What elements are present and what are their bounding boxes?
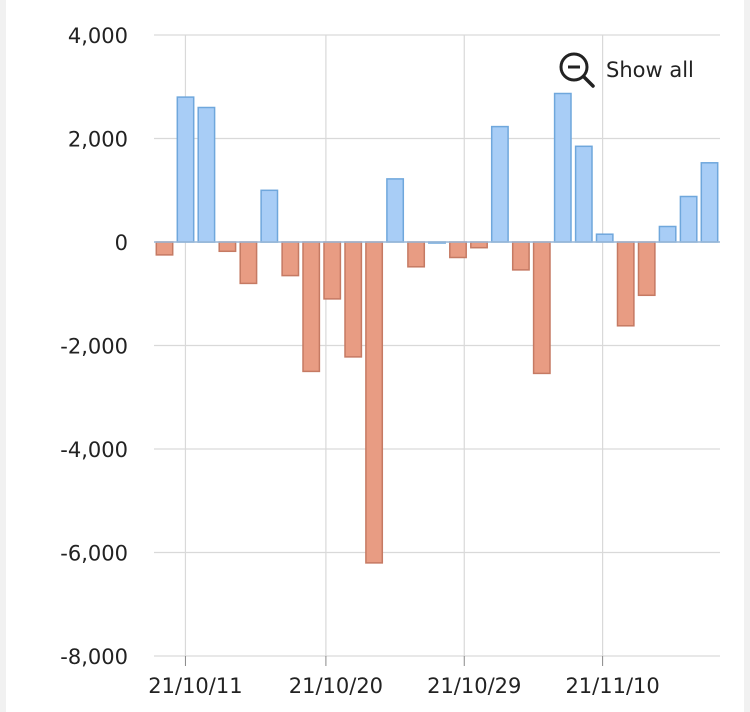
y-tick-label: 0 [115,231,128,255]
x-tick-label: 21/10/11 [148,674,242,698]
bar-negative[interactable] [470,241,488,249]
show-all-button[interactable]: Show all [558,50,694,90]
x-tick-label: 21/10/29 [427,674,521,698]
bar-negative[interactable] [637,241,656,297]
bar-negative[interactable] [281,241,300,277]
bar-positive[interactable] [595,233,614,243]
bar-positive[interactable] [260,189,279,243]
bar-negative[interactable] [344,241,363,358]
bar-positive[interactable] [658,225,677,243]
bar-negative[interactable] [511,241,530,271]
bar-positive[interactable] [700,162,719,243]
y-tick-label: -8,000 [60,645,128,669]
show-all-label: Show all [606,58,694,82]
bar-positive[interactable] [386,178,405,243]
y-tick-label: 4,000 [68,24,128,48]
bar-negative[interactable] [532,241,551,375]
y-axis: 4,000 2,000 0 -2,000 -4,000 -6,000 -8,000 [60,24,128,669]
bars [155,92,719,564]
bar-negative[interactable] [323,241,342,300]
grid [154,34,720,657]
y-tick-label: -6,000 [60,542,128,566]
bar-negative[interactable] [239,241,258,285]
bar-negative[interactable] [155,241,174,256]
zoom-out-icon [559,52,595,88]
bar-positive[interactable] [490,125,509,243]
y-tick-label: -4,000 [60,438,128,462]
bar-negative[interactable] [365,241,384,564]
x-tick-label: 21/11/10 [565,674,659,698]
y-tick-label: 2,000 [68,128,128,152]
x-tick-label: 21/10/20 [289,674,383,698]
x-axis: 21/10/11 21/10/20 21/10/29 21/11/10 [148,656,660,698]
bar-positive[interactable] [574,145,593,243]
bar-positive[interactable] [197,106,216,243]
y-tick-label: -2,000 [60,335,128,359]
bar-positive[interactable] [176,96,195,243]
bar-negative[interactable] [616,241,635,327]
bar-negative[interactable] [407,241,426,268]
bar-negative[interactable] [449,241,467,259]
bar-negative[interactable] [218,241,237,253]
bar-negative[interactable] [302,241,321,373]
bar-positive[interactable] [553,92,572,243]
bar-positive[interactable] [679,195,698,243]
